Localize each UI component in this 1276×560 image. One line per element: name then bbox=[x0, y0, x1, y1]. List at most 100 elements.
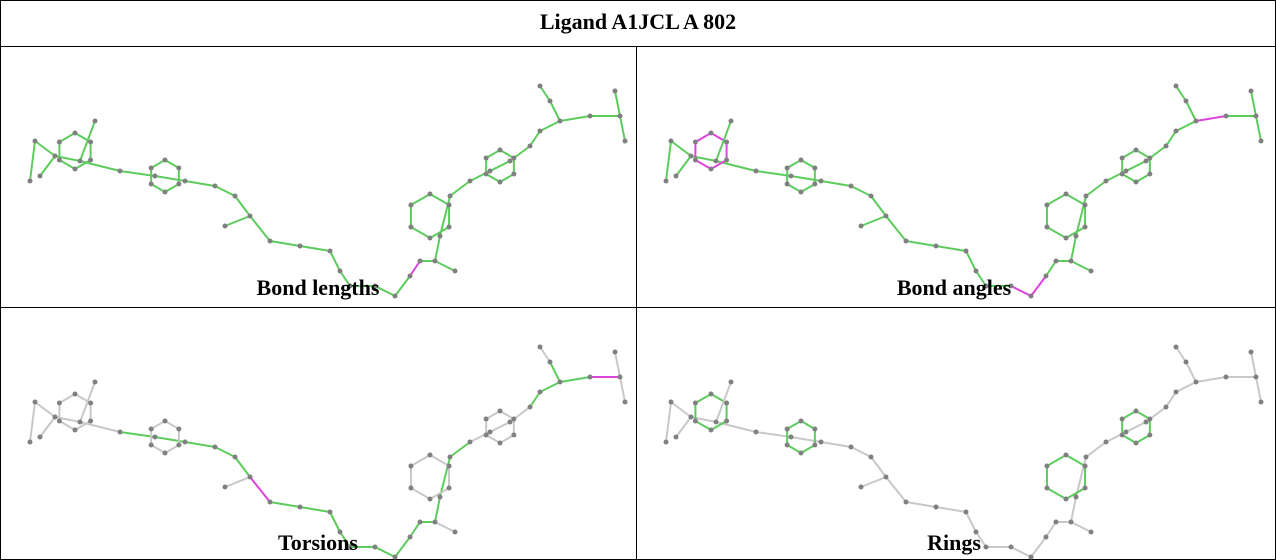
atom bbox=[724, 401, 729, 406]
atom bbox=[1104, 440, 1109, 445]
atom bbox=[812, 427, 817, 432]
atom bbox=[448, 194, 453, 199]
atom bbox=[78, 159, 83, 164]
atom bbox=[53, 154, 58, 159]
bond bbox=[300, 507, 330, 512]
atom bbox=[498, 441, 503, 446]
bond bbox=[40, 417, 55, 437]
bond bbox=[1186, 101, 1196, 121]
atom bbox=[223, 485, 228, 490]
atom bbox=[38, 174, 43, 179]
bond bbox=[540, 121, 560, 131]
atom bbox=[1044, 486, 1049, 491]
atom bbox=[669, 139, 674, 144]
atom bbox=[484, 417, 489, 422]
bond bbox=[1166, 392, 1176, 407]
bond bbox=[1071, 236, 1076, 261]
atom bbox=[799, 451, 804, 456]
bond bbox=[490, 422, 510, 432]
atom bbox=[1044, 274, 1049, 279]
atom bbox=[714, 159, 719, 164]
atom bbox=[1084, 455, 1089, 460]
bond bbox=[886, 477, 906, 502]
atom bbox=[819, 179, 824, 184]
bond bbox=[120, 432, 155, 437]
atom bbox=[183, 179, 188, 184]
bond bbox=[620, 116, 625, 141]
atom bbox=[812, 182, 817, 187]
bond bbox=[936, 246, 966, 251]
atom bbox=[1174, 345, 1179, 350]
bond bbox=[450, 181, 470, 196]
bond bbox=[1046, 261, 1056, 276]
bond bbox=[410, 261, 420, 276]
atom bbox=[433, 259, 438, 264]
atom bbox=[233, 194, 238, 199]
atom bbox=[674, 435, 679, 440]
bond bbox=[450, 442, 470, 457]
bond bbox=[906, 502, 936, 507]
atom bbox=[447, 225, 452, 230]
atom bbox=[268, 500, 273, 505]
bond bbox=[1071, 497, 1076, 522]
atom bbox=[812, 166, 817, 171]
bond bbox=[30, 141, 35, 181]
bond bbox=[615, 352, 620, 377]
atom bbox=[176, 182, 181, 187]
atom bbox=[498, 409, 503, 414]
atom bbox=[408, 464, 413, 469]
atom bbox=[714, 420, 719, 425]
bond bbox=[35, 402, 55, 417]
atom bbox=[1147, 433, 1152, 438]
atom bbox=[1120, 156, 1125, 161]
bond bbox=[1186, 362, 1196, 382]
atom bbox=[1254, 375, 1259, 380]
atom bbox=[859, 485, 864, 490]
atom bbox=[53, 415, 58, 420]
atom bbox=[484, 156, 489, 161]
bond bbox=[666, 141, 671, 181]
bond bbox=[235, 196, 250, 216]
bond bbox=[435, 236, 440, 261]
bond bbox=[756, 432, 791, 437]
atom bbox=[1224, 114, 1229, 119]
atom bbox=[88, 158, 93, 163]
bond bbox=[1047, 455, 1066, 466]
bond bbox=[695, 421, 711, 430]
bond bbox=[1176, 121, 1196, 131]
bond bbox=[1256, 377, 1261, 402]
atom bbox=[149, 443, 154, 448]
atom bbox=[1084, 194, 1089, 199]
atom bbox=[298, 244, 303, 249]
atom bbox=[33, 400, 38, 405]
atom bbox=[1184, 360, 1189, 365]
bond bbox=[1251, 352, 1256, 377]
atom bbox=[408, 203, 413, 208]
bond bbox=[235, 457, 250, 477]
atom bbox=[268, 239, 273, 244]
bond bbox=[225, 477, 250, 487]
atom bbox=[328, 510, 333, 515]
bond bbox=[411, 488, 430, 499]
atom bbox=[538, 84, 543, 89]
atom bbox=[729, 119, 734, 124]
atom bbox=[1134, 409, 1139, 414]
atom bbox=[1044, 225, 1049, 230]
atom bbox=[618, 114, 623, 119]
bond bbox=[490, 161, 510, 171]
atom bbox=[28, 440, 33, 445]
atom bbox=[709, 131, 714, 136]
atom bbox=[1120, 172, 1125, 177]
atom bbox=[88, 401, 93, 406]
bond bbox=[430, 455, 449, 466]
atom bbox=[709, 428, 714, 433]
atom bbox=[964, 249, 969, 254]
atom bbox=[1044, 464, 1049, 469]
atom bbox=[498, 148, 503, 153]
bond bbox=[435, 522, 455, 532]
atom bbox=[588, 375, 593, 380]
table-title: Ligand A1JCL A 802 bbox=[540, 9, 736, 34]
bond bbox=[550, 101, 560, 121]
bond bbox=[120, 171, 155, 176]
atom bbox=[176, 166, 181, 171]
